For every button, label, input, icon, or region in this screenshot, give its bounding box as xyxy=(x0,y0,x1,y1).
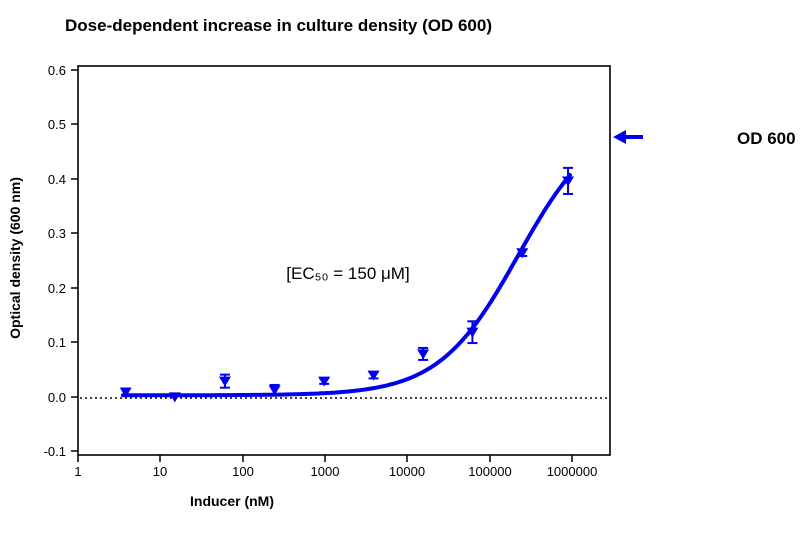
y-tick-label: 0.2 xyxy=(48,281,66,296)
data-point-triangle-down xyxy=(367,370,380,381)
figure-title: Dose-dependent increase in culture densi… xyxy=(65,16,492,35)
data-point-markers xyxy=(119,176,575,403)
data-point-triangle-down xyxy=(562,176,575,187)
arrow-legend-label: OD 600 xyxy=(737,129,796,148)
x-axis-label: Inducer (nM) xyxy=(190,493,274,509)
data-point-triangle-down xyxy=(417,349,430,360)
y-tick-label: 0.1 xyxy=(48,335,66,350)
y-axis-tick-labels: 0.6 0.5 0.4 0.3 0.2 0.1 0.0 -0.1 xyxy=(44,63,66,459)
data-point-triangle-down xyxy=(218,376,231,387)
data-point-triangle-down xyxy=(119,387,132,398)
x-tick-label: 1000000 xyxy=(547,464,598,479)
plot-frame xyxy=(77,65,611,456)
y-tick-label: 0.6 xyxy=(48,63,66,78)
y-axis-ticks xyxy=(71,69,78,452)
y-tick-label: -0.1 xyxy=(44,444,66,459)
data-point-triangle-down xyxy=(466,327,479,338)
y-tick-label: 0.5 xyxy=(48,117,66,132)
x-tick-label: 100 xyxy=(232,464,254,479)
x-axis-ticks xyxy=(77,455,573,462)
data-point-triangle-down xyxy=(516,248,529,259)
x-tick-label: 1000 xyxy=(311,464,340,479)
x-tick-label: 1 xyxy=(74,464,81,479)
y-tick-label: 0.3 xyxy=(48,226,66,241)
y-tick-label: 0.0 xyxy=(48,390,66,405)
data-point-triangle-down xyxy=(268,385,281,396)
x-tick-label: 10000 xyxy=(389,464,425,479)
data-point-triangle-down xyxy=(318,376,331,387)
x-axis-tick-labels: 1 10 100 1000 10000 100000 1000000 xyxy=(74,464,597,479)
x-tick-label: 10 xyxy=(153,464,167,479)
fit-curve xyxy=(121,173,572,398)
y-tick-label: 0.4 xyxy=(48,172,66,187)
y-axis-label: Optical density (600 nm) xyxy=(7,177,23,339)
curve-pointer-arrow-icon xyxy=(613,130,643,144)
data-point-triangle-down xyxy=(168,392,181,403)
x-tick-label: 100000 xyxy=(468,464,511,479)
ec50-annotation: [EC₅₀ = 150 μM] xyxy=(286,264,409,283)
